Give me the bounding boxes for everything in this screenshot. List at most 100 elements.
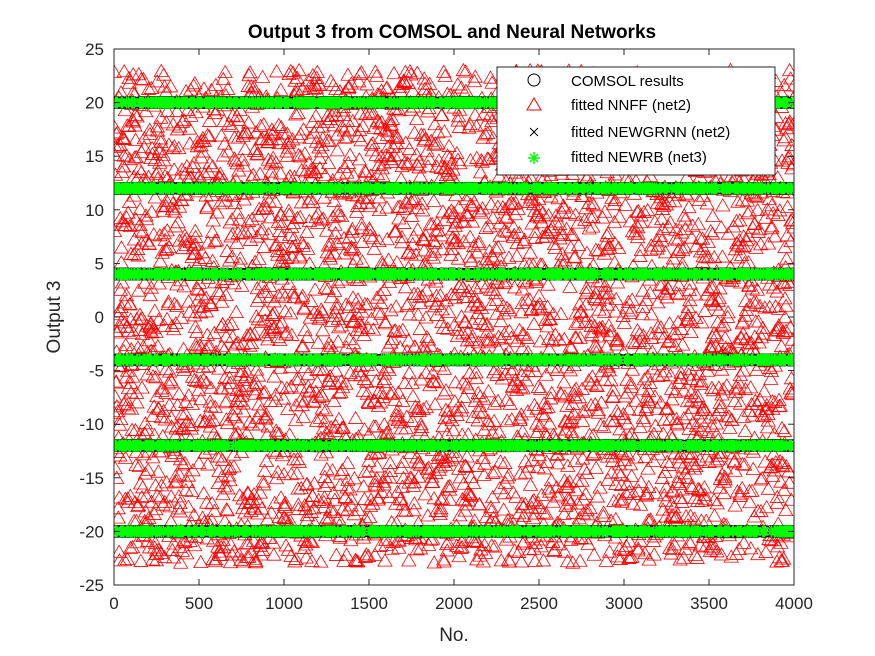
nnff-point [367,64,384,78]
nnff-point [156,153,172,167]
nnff-point [215,71,232,85]
nnff-point [357,296,373,310]
nnff-point [118,287,135,302]
nnff-point [145,369,161,383]
nnff-point [146,506,162,520]
nnff-point [220,381,236,395]
nnff-point [232,102,248,117]
nnff-point [200,406,217,420]
nnff-point [239,364,255,378]
nnff-point [253,118,269,132]
nnff-point [180,468,197,482]
nnff-point [133,72,149,86]
nnff-point [203,82,220,97]
nnff-point [261,134,277,148]
nnff-point [341,331,358,346]
nnff-point [175,359,191,373]
nnff-point [191,252,208,266]
nnff-point [321,511,337,525]
nnff-point [312,361,328,375]
nnff-point [352,106,369,120]
nnff-point [212,547,229,561]
nnff-point [225,188,242,202]
nnff-point [248,375,265,390]
nnff-point [171,140,187,155]
nnff-point [180,499,196,513]
nnff-point [277,289,293,303]
nnff-point [123,246,139,260]
nnff-point [340,155,356,169]
nnff-point [229,205,246,219]
nnff-point [247,555,264,569]
nnff-point [327,418,344,432]
nnff-point [127,107,143,121]
nnff-point [149,74,165,88]
nnff-point [207,399,223,413]
nnff-point [220,144,237,158]
nnff-point [132,201,148,216]
nnff-point [137,466,153,480]
nnff-point [268,155,284,169]
nnff-point [254,314,270,328]
nnff-point [373,306,389,320]
nnff-point [357,464,373,478]
nnff-point [221,370,238,384]
nnff-point [271,117,287,131]
nnff-point [118,370,134,384]
nnff-point [147,535,164,549]
nnff-point [133,553,149,567]
nnff-point [197,445,213,459]
nnff-point [228,394,245,408]
nnff-point [156,226,172,240]
nnff-point [335,103,351,117]
nnff-point [198,290,214,304]
nnff-point [333,374,349,388]
nnff-point [229,156,245,170]
nnff-point [368,68,385,82]
nnff-point [292,209,308,223]
nnff-point [271,223,288,237]
nnff-point [119,319,135,333]
nnff-point [150,338,166,353]
nnff-point [149,123,166,137]
nnff-point [299,329,315,343]
nnff-point [279,126,295,140]
nnff-point [255,474,271,488]
nnff-point [122,296,138,310]
nnff-point [142,287,158,302]
nnff-point [352,315,368,329]
nnff-point [244,212,260,226]
nnff-point [114,147,123,161]
nnff-point [371,202,388,217]
nnff-point [293,380,309,394]
nnff-point [187,229,204,243]
nnff-point [214,452,231,466]
nnff-point [301,191,318,205]
nnff-point [137,275,153,289]
nnff-point [343,491,359,505]
nnff-point [118,210,135,224]
nnff-point [147,190,163,204]
nnff-point [322,368,338,382]
nnff-point [308,108,324,122]
nnff-point [163,489,179,503]
nnff-point [118,337,134,351]
nnff-point [202,413,218,428]
nnff-point [363,168,379,182]
nnff-point [326,193,342,207]
nnff-point [323,338,339,353]
nnff-point [297,146,313,160]
nnff-point [361,453,377,467]
nnff-point [169,277,185,291]
nnff-point [152,131,169,145]
nnff-point [309,64,326,78]
nnff-point [250,208,267,222]
nnff-point [142,122,158,136]
nnff-point [284,239,301,253]
nnff-point [284,250,301,264]
nnff-point [295,288,311,302]
nnff-point [295,338,311,353]
nnff-point [220,317,236,331]
nnff-point [215,532,231,546]
nnff-point [163,374,180,388]
